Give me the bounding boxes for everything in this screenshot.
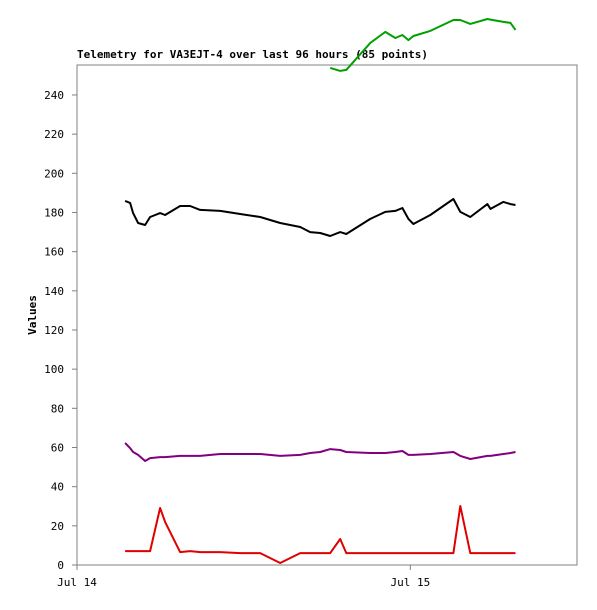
x-tick-label: Jul 15 (390, 576, 430, 589)
y-tick-label: 240 (44, 89, 64, 102)
y-tick-label: 20 (51, 520, 64, 533)
y-tick-label: 80 (51, 402, 64, 415)
y-tick-label: 40 (51, 481, 64, 494)
y-tick-label: 180 (44, 206, 64, 219)
y-axis-label: Values (26, 295, 39, 335)
y-tick-label: 100 (44, 363, 64, 376)
y-tick-label: 120 (44, 324, 64, 337)
y-tick-label: 220 (44, 128, 64, 141)
x-tick-label: Jul 14 (57, 576, 97, 589)
y-tick-label: 0 (57, 559, 64, 572)
series-line (124, 442, 516, 462)
y-tick-label: 140 (44, 285, 64, 298)
series-line (125, 505, 516, 564)
chart-title: Telemetry for VA3EJT-4 over last 96 hour… (77, 48, 428, 61)
y-tick-label: 60 (51, 441, 64, 454)
y-tick-label: 200 (44, 167, 64, 180)
y-tick-label: 160 (44, 246, 64, 259)
series-line (124, 198, 516, 237)
plot-frame (76, 64, 578, 566)
series-line (329, 18, 517, 72)
